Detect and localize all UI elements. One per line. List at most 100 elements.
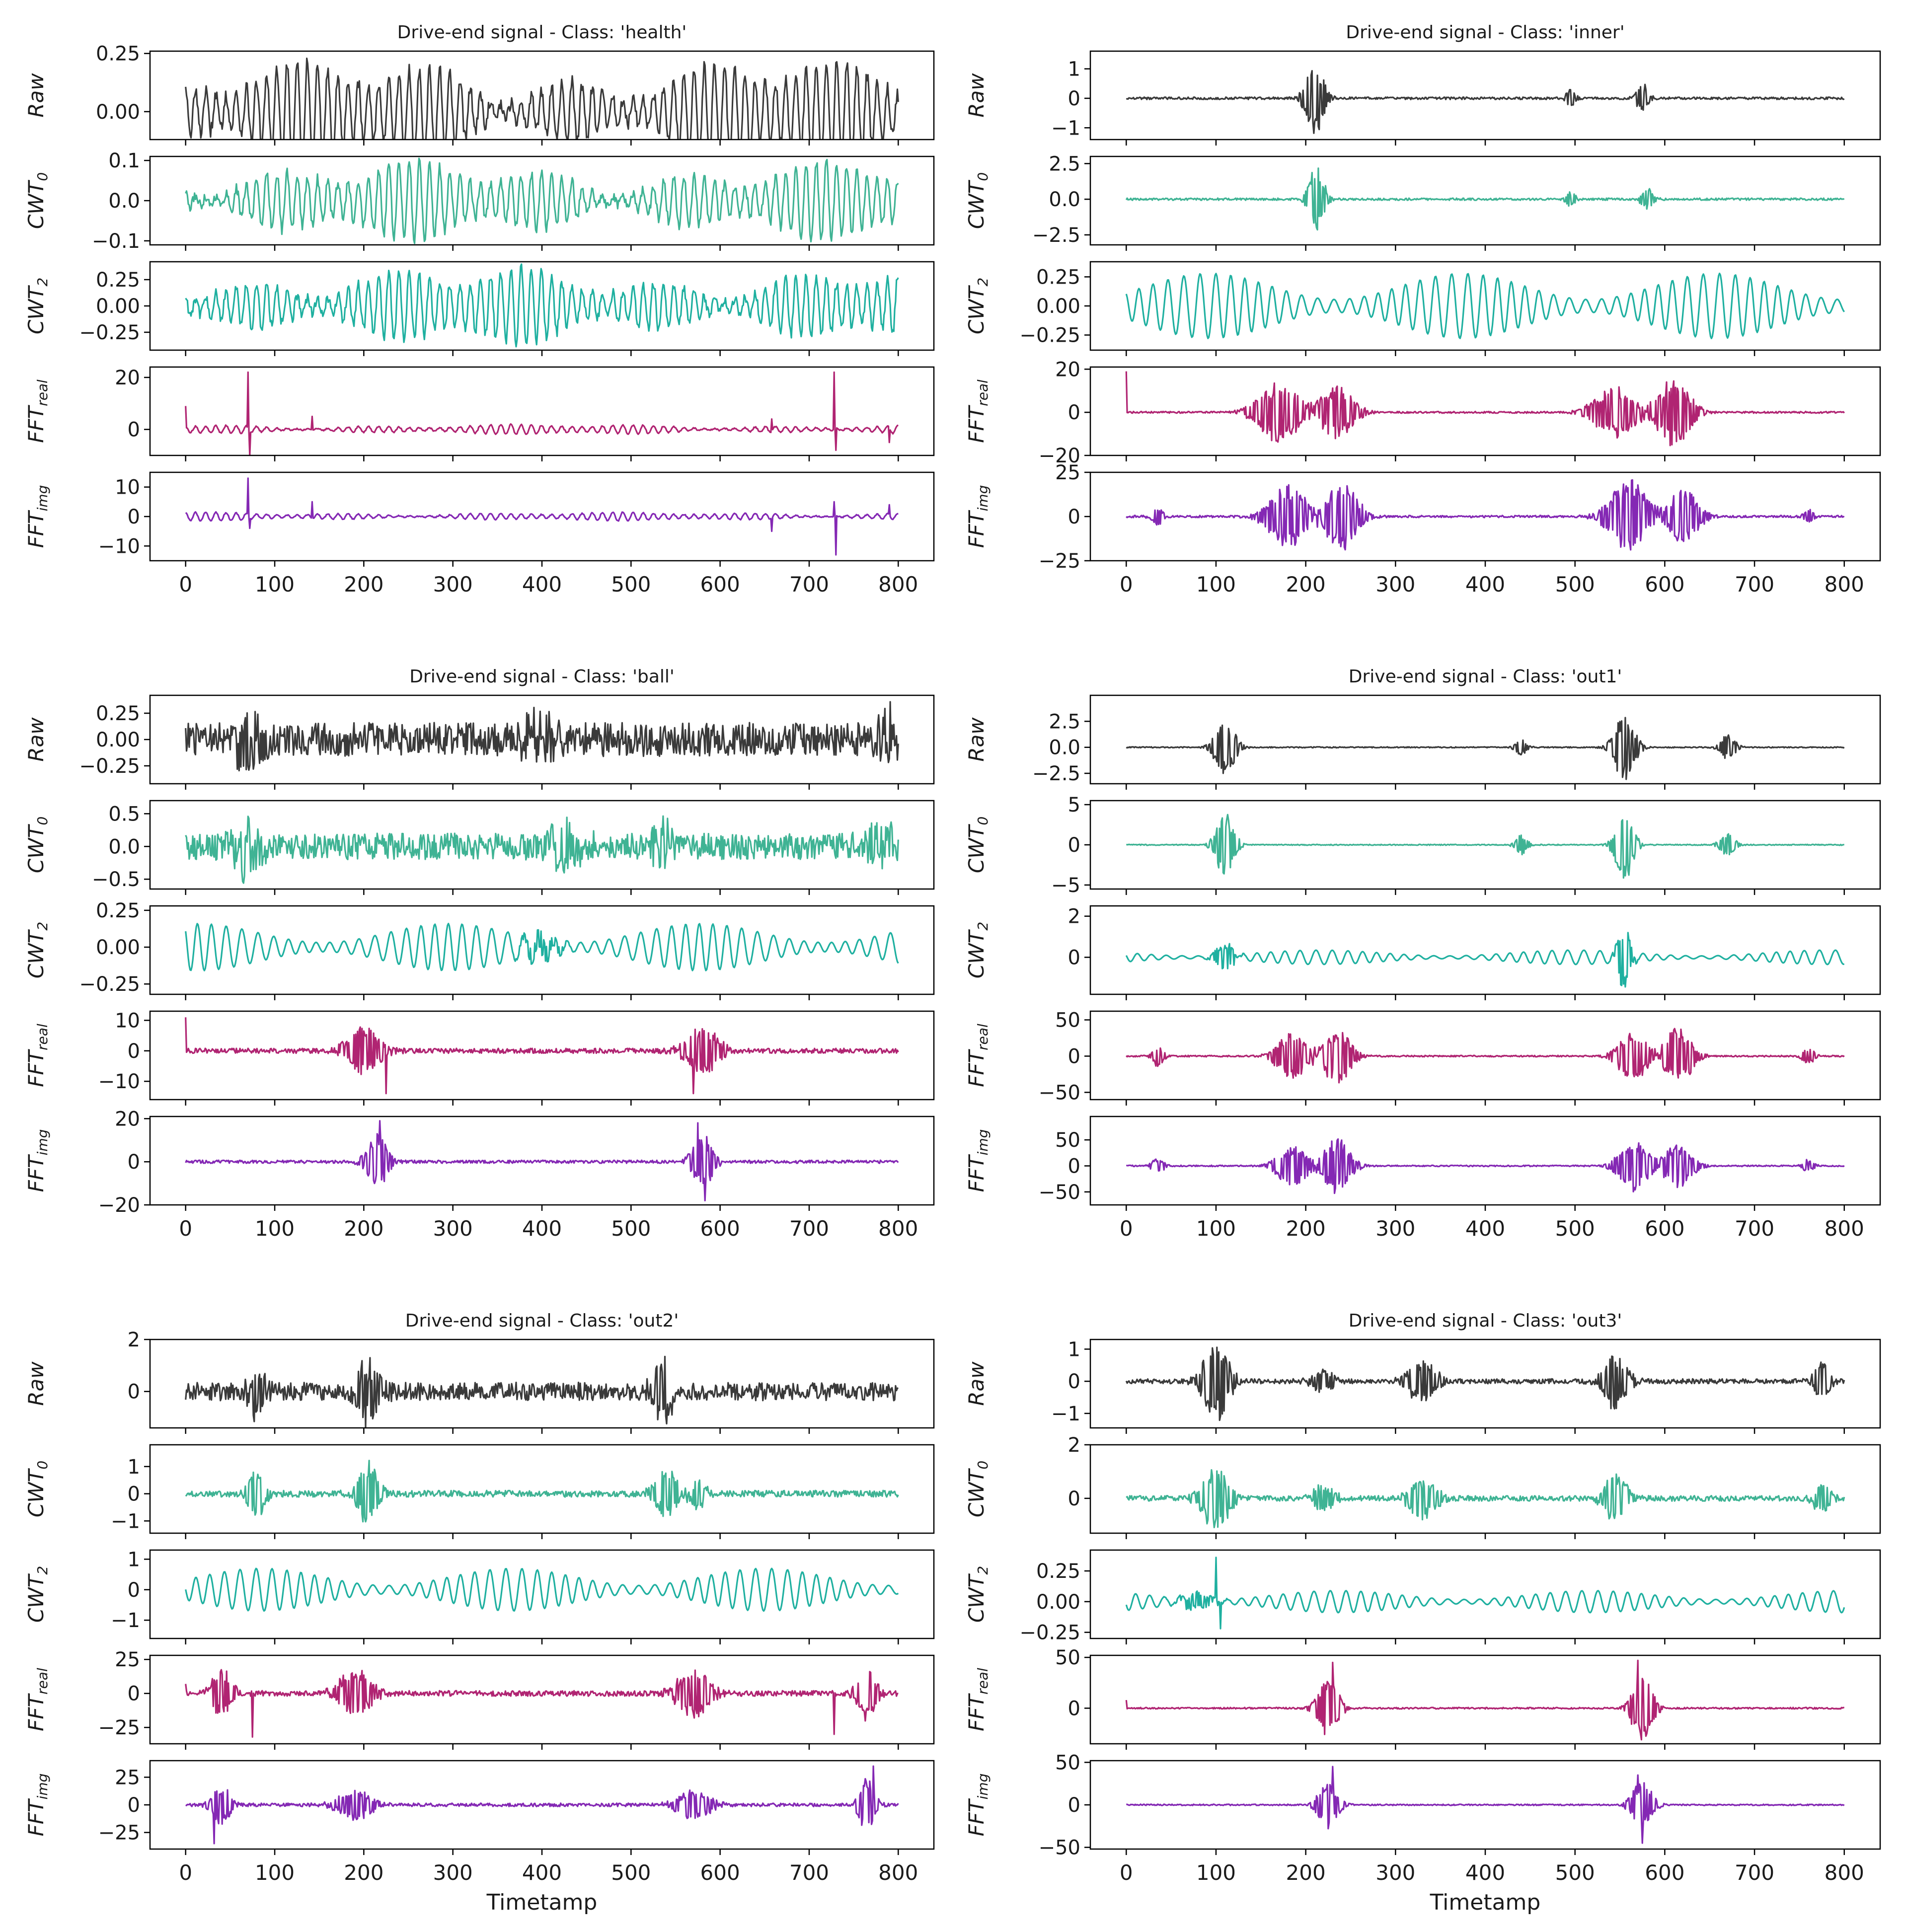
series-line-raw (1126, 717, 1845, 780)
y-tick-label: 0.00 (1036, 1591, 1080, 1614)
y-axis-label: CWT0 (964, 817, 991, 873)
x-tick-label: 200 (1286, 572, 1326, 596)
subplot-cwt0: 2.5 0.0 −2.5 CWT0 (964, 152, 1881, 251)
x-tick-label: 100 (1196, 1216, 1236, 1241)
series-line-fft_img (1126, 1766, 1845, 1844)
y-tick-label: −20 (1039, 445, 1080, 467)
axes-frame (149, 1338, 935, 1429)
y-axis-label-subscript: 2 (34, 278, 51, 287)
y-tick-label: −20 (98, 1194, 140, 1217)
y-axis-label: CWT0 (24, 1461, 51, 1517)
y-axis-label: FFTreal (24, 379, 51, 443)
y-tick-label: 20 (115, 367, 140, 389)
y-axis-label-base: Raw (964, 1361, 989, 1406)
y-axis-label-subscript: real (975, 1668, 991, 1695)
y-axis-label: FFTreal (24, 1024, 51, 1087)
y-tick-label: 10 (115, 1009, 140, 1032)
y-tick-label: 0.25 (96, 43, 140, 66)
y-axis-label-base: Raw (24, 1361, 48, 1406)
series-line-cwt2 (185, 263, 899, 348)
x-tick-label: 300 (1375, 1216, 1415, 1241)
y-tick-label: 0.00 (96, 729, 140, 751)
y-tick-label: 25 (115, 1648, 140, 1671)
y-axis-label: FFTreal (964, 1668, 991, 1731)
subplot-raw: 2.5 0.0 −2.5 Raw (964, 694, 1881, 790)
y-tick-label: 0 (128, 506, 140, 528)
y-tick-label: 0 (1068, 1155, 1080, 1178)
x-tick-label: 300 (433, 572, 473, 596)
y-axis-label-base: FFT (964, 1154, 989, 1192)
y-axis-label-base: CWT (24, 179, 48, 229)
axes-frame (1089, 366, 1881, 456)
y-tick-label: −1 (1051, 1403, 1080, 1425)
y-axis-label-subscript: img (975, 1129, 991, 1156)
subplot-fft_img: 25 0 −25 FFTimg (24, 1760, 935, 1855)
subplot-fft_img: 20 0 −20 FFTimg (24, 1108, 935, 1217)
y-axis-label: FFTimg (964, 1774, 991, 1837)
subplot-cwt2: 0.25 0.00 −0.25 CWT2 (24, 261, 935, 356)
x-tick-label: 600 (700, 1860, 740, 1885)
y-axis-label-subscript: 0 (975, 172, 991, 181)
series-line-cwt2 (1125, 1557, 1845, 1630)
x-tick-label: 300 (433, 1860, 473, 1885)
y-axis-label: Raw (24, 717, 48, 762)
y-tick-label: 2 (1068, 1434, 1080, 1457)
y-axis-label-base: CWT (964, 179, 989, 229)
series-line-fft_real (185, 1669, 899, 1738)
y-axis-label: CWT2 (24, 922, 51, 978)
y-tick-label: 0.00 (96, 936, 140, 959)
x-tick-label: 800 (1825, 572, 1864, 596)
y-axis-label: Raw (24, 1361, 48, 1406)
subplot-cwt2: 0.25 0.00 −0.25 CWT2 (964, 1549, 1881, 1644)
y-axis-label: FFTreal (24, 1668, 51, 1731)
y-tick-label: 0 (1068, 506, 1080, 528)
subplot-cwt0: 0.5 0.0 −0.5 CWT0 (24, 800, 935, 895)
x-tick-label: 600 (1645, 1860, 1684, 1885)
x-tick-label: 200 (1286, 1860, 1326, 1885)
y-tick-label: −0.5 (92, 868, 140, 891)
y-axis-label-subscript: 0 (34, 817, 51, 825)
y-axis-label-base: CWT (964, 823, 989, 873)
y-axis-label-base: FFT (24, 1798, 48, 1836)
y-tick-label: 0 (1068, 401, 1080, 424)
y-axis-label: CWT0 (964, 1461, 991, 1517)
subplot-cwt0: 0.1 0.0 −0.1 CWT0 (24, 149, 935, 253)
y-tick-label: 0 (128, 1151, 140, 1174)
y-axis-label-subscript: real (34, 379, 51, 406)
y-tick-label: 0.00 (96, 101, 140, 124)
y-axis-label: CWT0 (964, 172, 991, 229)
y-axis-label: Raw (964, 1361, 989, 1406)
y-axis-label-base: FFT (964, 510, 989, 548)
series-line-cwt2 (1125, 932, 1845, 988)
x-tick-label: 700 (789, 1860, 829, 1885)
y-axis-label-base: CWT (24, 285, 48, 334)
subplot-raw: 1 0 −1 Raw (964, 50, 1881, 146)
y-tick-label: −1 (111, 1510, 140, 1533)
y-axis-label-base: CWT (24, 823, 48, 873)
y-axis-label: FFTimg (24, 1774, 51, 1837)
x-tick-label: 800 (878, 1860, 918, 1885)
y-tick-label: −0.1 (92, 230, 140, 253)
x-tick-label: 700 (789, 1216, 829, 1241)
x-tick-label: 800 (878, 1216, 918, 1241)
series-line-fft_img (185, 1120, 899, 1201)
x-tick-label: 500 (611, 1216, 651, 1241)
y-tick-label: −0.25 (79, 321, 140, 344)
series-line-fft_real (1125, 1659, 1844, 1741)
x-tick-label: 200 (344, 572, 383, 596)
y-tick-label: 0.25 (1036, 266, 1080, 289)
y-axis-label-base: FFT (24, 1693, 48, 1731)
y-tick-label: 0 (128, 419, 140, 442)
y-tick-label: 0.25 (96, 269, 140, 292)
y-axis-label: Raw (964, 717, 989, 762)
y-axis-label: CWT2 (24, 1566, 51, 1623)
x-tick-label: 300 (1375, 572, 1415, 596)
y-axis-label: FFTreal (964, 1024, 991, 1087)
y-tick-label: 0.25 (96, 702, 140, 725)
x-tick-label: 600 (1645, 572, 1684, 596)
y-axis-label-base: FFT (24, 1049, 48, 1087)
y-tick-label: 0.25 (1036, 1560, 1080, 1583)
